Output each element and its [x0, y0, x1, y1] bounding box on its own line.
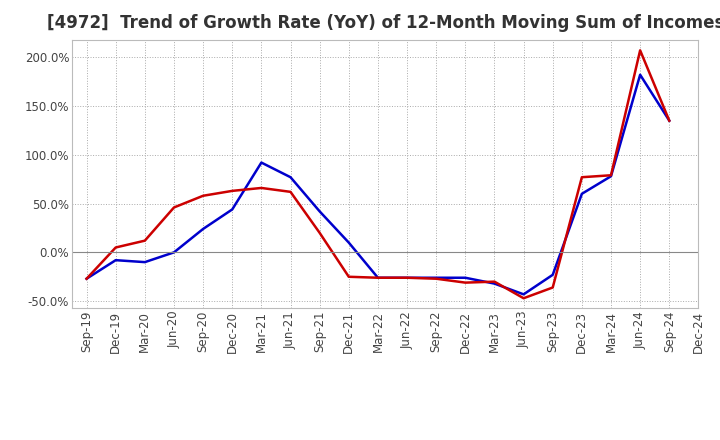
- Ordinary Income Growth Rate: [549, 272, 557, 278]
- Ordinary Income Growth Rate: [286, 175, 294, 180]
- Net Income Growth Rate: [374, 275, 382, 280]
- Net Income Growth Rate: [286, 189, 294, 194]
- Net Income Growth Rate: [461, 280, 469, 285]
- Net Income Growth Rate: [490, 279, 499, 284]
- Line: Net Income Growth Rate: Net Income Growth Rate: [86, 50, 670, 298]
- Net Income Growth Rate: [519, 296, 528, 301]
- Ordinary Income Growth Rate: [461, 275, 469, 280]
- Ordinary Income Growth Rate: [112, 257, 120, 263]
- Net Income Growth Rate: [607, 172, 616, 178]
- Ordinary Income Growth Rate: [257, 160, 266, 165]
- Ordinary Income Growth Rate: [490, 281, 499, 286]
- Ordinary Income Growth Rate: [636, 72, 644, 77]
- Ordinary Income Growth Rate: [577, 191, 586, 196]
- Ordinary Income Growth Rate: [665, 118, 674, 123]
- Ordinary Income Growth Rate: [402, 275, 411, 280]
- Ordinary Income Growth Rate: [199, 226, 207, 231]
- Ordinary Income Growth Rate: [374, 275, 382, 280]
- Ordinary Income Growth Rate: [140, 260, 149, 265]
- Net Income Growth Rate: [140, 238, 149, 243]
- Net Income Growth Rate: [315, 230, 324, 235]
- Net Income Growth Rate: [402, 275, 411, 280]
- Ordinary Income Growth Rate: [607, 174, 616, 179]
- Ordinary Income Growth Rate: [82, 276, 91, 281]
- Ordinary Income Growth Rate: [432, 275, 441, 280]
- Ordinary Income Growth Rate: [344, 240, 353, 245]
- Net Income Growth Rate: [549, 285, 557, 290]
- Net Income Growth Rate: [257, 185, 266, 191]
- Net Income Growth Rate: [170, 205, 179, 210]
- Net Income Growth Rate: [112, 245, 120, 250]
- Ordinary Income Growth Rate: [170, 250, 179, 255]
- Ordinary Income Growth Rate: [228, 207, 237, 212]
- Net Income Growth Rate: [82, 276, 91, 281]
- Net Income Growth Rate: [432, 276, 441, 281]
- Ordinary Income Growth Rate: [519, 292, 528, 297]
- Line: Ordinary Income Growth Rate: Ordinary Income Growth Rate: [86, 75, 670, 294]
- Net Income Growth Rate: [199, 193, 207, 198]
- Net Income Growth Rate: [228, 188, 237, 194]
- Ordinary Income Growth Rate: [315, 209, 324, 214]
- Net Income Growth Rate: [344, 274, 353, 279]
- Net Income Growth Rate: [665, 118, 674, 123]
- Title: [4972]  Trend of Growth Rate (YoY) of 12-Month Moving Sum of Incomes: [4972] Trend of Growth Rate (YoY) of 12-…: [47, 15, 720, 33]
- Net Income Growth Rate: [636, 48, 644, 53]
- Net Income Growth Rate: [577, 175, 586, 180]
